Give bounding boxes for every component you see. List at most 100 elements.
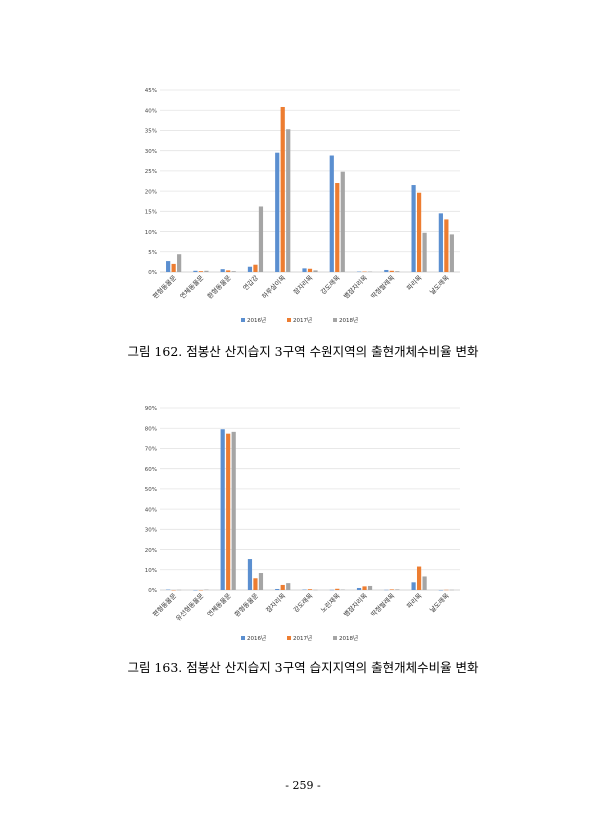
bar-2018년-뱀잠자리목 (367, 585, 373, 590)
y-tick-label: 10% (145, 230, 157, 236)
x-category-label: 딱정벌레목 (369, 273, 397, 301)
legend-swatch (287, 318, 291, 322)
y-tick-label: 20% (145, 189, 157, 195)
bar-2018년-날도래목 (449, 234, 454, 272)
bar-2017년-잠자리목 (280, 584, 285, 590)
legend-swatch (241, 318, 245, 322)
bar-2017년-환형동물문 (253, 578, 258, 590)
bar-2017년-잠자리목 (307, 268, 313, 272)
bar-2017년-연갑강 (253, 264, 258, 272)
bar-2016년-파리목 (411, 582, 416, 590)
x-category-label: 잠자리목 (264, 591, 287, 614)
bar-2016년-편형동물문 (166, 261, 171, 272)
bar-2017년-파리목 (416, 566, 422, 590)
x-category-label: 딱정벌레목 (369, 591, 397, 619)
legend-label: 2018년 (339, 316, 358, 324)
figure-caption-162: 그림 162. 점봉산 산지습지 3구역 수원지역의 출현개체수비율 변화 (127, 344, 479, 359)
chart-fig163: 0% 10% 20% 30% 40% 50% 60% 70% 80% 90% 편형동물문유선형동물문… (145, 406, 460, 642)
bar-2018년-환형동물문 (231, 271, 236, 272)
bar-2017년-연체동물문 (198, 271, 204, 272)
bar-2017년-날도래목 (444, 219, 449, 272)
y-tick-label: 0% (148, 588, 157, 594)
legend-label: 2016년 (247, 634, 266, 642)
x-category-label: 연갑강 (241, 273, 260, 292)
bar-2016년-날도래목 (438, 213, 443, 272)
y-tick-label: 35% (145, 129, 157, 135)
bar-2016년-잠자리목 (302, 268, 307, 272)
x-category-label: 연체동물문 (179, 274, 206, 301)
x-category-label: 뱀잠자리목 (341, 273, 369, 301)
legend-label: 2017년 (293, 316, 312, 324)
y-tick-label: 80% (145, 426, 157, 432)
x-category-label: 유선형동물문 (174, 591, 206, 623)
x-category-label: 날도래목 (427, 273, 450, 296)
y-tick-label: 25% (145, 169, 157, 175)
bar-2017년-뱀잠자리목 (362, 586, 367, 590)
y-tick-label: 70% (145, 447, 157, 453)
legend-label: 2017년 (293, 634, 312, 642)
bar-2017년-환형동물문 (226, 270, 231, 272)
bar-2016년-하루살이목 (275, 152, 280, 272)
x-category-label: 하루살이목 (260, 273, 288, 301)
bar-2018년-파리목 (422, 232, 427, 272)
bar-2018년-하루살이목 (286, 129, 291, 272)
bar-2018년-환형동물문 (258, 573, 264, 590)
bar-2018년-딱정벌레목 (395, 271, 400, 272)
bar-2018년-강도래목 (340, 171, 345, 272)
y-tick-label: 10% (145, 568, 157, 574)
bar-2017년-연체동물문 (226, 433, 231, 590)
x-category-label: 잠자리목 (291, 273, 314, 296)
x-category-label: 편형동물문 (151, 591, 179, 619)
y-tick-label: 90% (145, 406, 157, 412)
bar-2018년-딱정벌레목 (395, 589, 400, 590)
y-tick-label: 30% (145, 149, 157, 155)
y-tick-label: 0% (148, 270, 157, 276)
page-number: - 259 - (285, 779, 321, 792)
y-tick-label: 30% (145, 528, 157, 534)
bar-2017년-딱정벌레목 (389, 270, 394, 272)
x-category-label: 강도래목 (318, 273, 341, 296)
x-category-label: 연체동물문 (206, 592, 233, 619)
x-category-label: 편형동물문 (151, 273, 179, 301)
bar-2016년-딱정벌레목 (384, 269, 389, 272)
bar-2018년-연체동물문 (204, 270, 209, 272)
y-tick-label: 15% (145, 210, 157, 216)
bar-2017년-강도래목 (307, 589, 313, 590)
bar-2016년-연갑강 (247, 266, 253, 272)
bar-2016년-연체동물문 (193, 270, 198, 272)
bar-2016년-환형동물문 (220, 269, 225, 272)
legend-label: 2018년 (339, 634, 358, 642)
legend-label: 2016년 (247, 316, 266, 324)
x-category-label: 뱀잠자리목 (341, 591, 369, 619)
x-category-label: 환형동물문 (205, 273, 233, 301)
bar-2016년-강도래목 (329, 155, 334, 272)
bar-2018년-잠자리목 (313, 270, 318, 272)
legend-swatch (333, 318, 337, 322)
bar-2017년-강도래목 (335, 183, 340, 272)
x-category-label: 환형동물문 (232, 591, 260, 619)
y-tick-label: 40% (145, 108, 157, 114)
bar-2016년-환형동물문 (247, 559, 253, 590)
y-tick-label: 50% (145, 487, 157, 493)
bar-2016년-파리목 (411, 185, 416, 272)
bar-2018년-파리목 (422, 576, 427, 590)
figure-caption-163: 그림 163. 점봉산 산지습지 3구역 습지지역의 출현개체수비율 변화 (127, 660, 479, 675)
chart-fig162: 0% 5% 10% 15% 20% 25% 30% 35% 40% 45% 편형동물문 연체동물문 환형… (145, 88, 460, 324)
bar-2018년-연갑강 (258, 206, 264, 272)
y-tick-label: 40% (145, 507, 157, 513)
x-category-label: 날도래목 (427, 591, 450, 614)
bar-2016년-뱀잠자리목 (356, 587, 362, 590)
x-category-label: 강도래목 (291, 591, 314, 614)
x-category-label: 파리목 (404, 273, 423, 292)
y-tick-label: 45% (145, 88, 157, 94)
y-tick-label: 20% (145, 548, 157, 554)
x-category-label: 노린재목 (319, 592, 342, 615)
y-tick-label: 5% (148, 250, 157, 256)
bar-2017년-노린재목 (335, 588, 340, 590)
legend-swatch (333, 636, 337, 640)
bar-2018년-편형동물문 (177, 254, 182, 272)
legend-swatch (287, 636, 291, 640)
bar-2016년-연체동물문 (220, 429, 225, 590)
bar-2018년-연체동물문 (231, 431, 236, 590)
bar-2017년-편형동물문 (171, 263, 176, 272)
